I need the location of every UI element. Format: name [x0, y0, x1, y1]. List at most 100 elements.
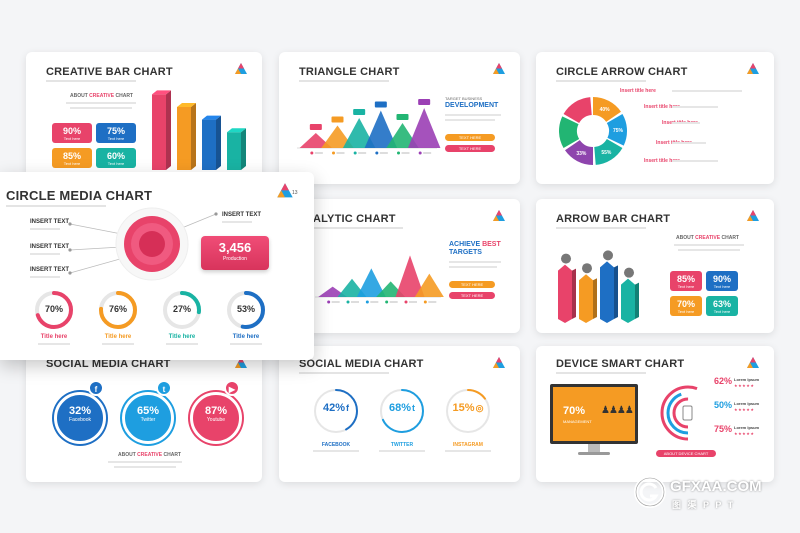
insert-text-label: INSERT TEXT: [30, 219, 70, 225]
item-title: Insert title here: [620, 88, 656, 94]
tile-value: 85%: [62, 151, 81, 161]
peak: [356, 268, 386, 297]
about-device-button[interactable]: ABOUT DEVICE CHART: [656, 450, 716, 457]
text-line: [66, 102, 136, 104]
segment-value: 75%: [613, 128, 624, 134]
section-heading: DEVELOPMENT: [445, 102, 499, 109]
ring-label: INSTAGRAM: [453, 442, 483, 448]
card-subtitle-line: [556, 227, 646, 229]
brand-logo-icon: [746, 209, 762, 225]
card-subtitle-line: [556, 372, 646, 374]
card-circle-arrow-chart[interactable]: CIRCLE ARROW CHART 40% 75% 55% 33% Insert t…: [536, 52, 774, 184]
peak-label-box: [396, 114, 409, 120]
progress-ring: [163, 291, 201, 329]
segment-value: 33%: [576, 151, 587, 157]
legend-line: [336, 152, 345, 154]
tile-label: Text here: [677, 309, 695, 314]
text-line: [445, 119, 495, 121]
tile-value: 70%: [676, 299, 695, 309]
stat-tile: 85% Text here: [670, 271, 702, 291]
card-triangle-chart[interactable]: TRIANGLE CHART TARGET BUSINESS DEVELOPME…: [279, 52, 520, 184]
card-title: CIRCLE MEDIA CHART: [6, 188, 153, 203]
legend-line: [428, 301, 437, 303]
social-ring: [380, 389, 424, 433]
ring-label: Title here: [104, 334, 132, 340]
social-stat-circle: 65% Twitter: [122, 392, 174, 444]
card-arrow-bar-chart[interactable]: ARROW BAR CHART ABOUT CREATIVE CHART 85%…: [536, 199, 774, 333]
tile-value: 90%: [62, 126, 81, 136]
peak: [414, 273, 444, 297]
bar-top: [202, 115, 221, 120]
social-icon: f: [88, 380, 104, 396]
tile-label: Text here: [713, 284, 731, 289]
watermark-subtext: 图 渠 P P T: [672, 500, 736, 510]
card-social-media-chart-rings[interactable]: SOCIAL MEDIA CHART 42%f FACEBOOK 68%t TWITT…: [279, 346, 520, 482]
legend-line: [351, 301, 359, 303]
production-badge: 3,456 Production: [201, 236, 269, 270]
item-title: Insert title here: [644, 104, 680, 110]
small-label: TARGET BUSINESS: [445, 96, 483, 101]
bar-side: [241, 128, 246, 170]
ring-progress: [99, 291, 137, 329]
center-target-circle: [68, 207, 218, 281]
social-stat-circle: 87% Youtube: [190, 392, 242, 444]
card-title: TRIANGLE CHART: [299, 66, 400, 78]
watermark-logo-icon: [634, 476, 666, 508]
peak-label-box: [365, 259, 377, 265]
monitor-stand: [588, 444, 600, 452]
card-subtitle-line: [6, 205, 106, 207]
ring-value: 53%: [236, 304, 255, 314]
stat-label: Lorem Ipsum: [734, 401, 760, 406]
screen-value: 70%: [563, 405, 586, 417]
stat-tile: 60% Text here: [96, 148, 136, 168]
brand-logo-icon: [234, 62, 250, 78]
segment-value: 55%: [601, 150, 612, 156]
about-label: ABOUT CREATIVE CHART: [118, 452, 181, 458]
bar: [177, 107, 191, 170]
legend-line: [389, 301, 398, 303]
text-button-1[interactable]: TEXT HERE: [449, 281, 495, 288]
arrow-segment: [593, 97, 621, 122]
tile-value: 90%: [712, 274, 731, 284]
ring-label: TWITTER: [390, 442, 414, 448]
about-label: ABOUT CREATIVE CHART: [70, 93, 133, 99]
brand-logo-icon: [746, 356, 762, 372]
legend-dot: [353, 151, 357, 155]
stat-label: Lorem Ipsum: [734, 377, 760, 382]
ring-value: 68%t: [377, 402, 427, 414]
arrow-bar: [600, 261, 614, 323]
text-line: [30, 228, 60, 230]
text-button-1[interactable]: TEXT HERE: [445, 134, 495, 141]
card-analytic-chart[interactable]: ALYTIC CHART ACHIEVE BEST TARGETS TEXT H…: [279, 199, 520, 333]
monitor-screen: 70% MANAGEMENT ♟♟♟♟: [553, 387, 635, 441]
phone-icon: [682, 405, 693, 421]
legend-line: [423, 152, 432, 154]
rating-stars-icon: ★★★★★: [734, 383, 755, 388]
social-icon: t: [156, 380, 172, 396]
watermark-text: GFXAA.COM: [670, 478, 762, 495]
text-line: [114, 466, 176, 468]
peak-label-box: [331, 116, 344, 123]
people-icon: ♟♟♟♟: [601, 405, 634, 416]
title-list-item: Insert title here: [644, 104, 718, 110]
text-button-2[interactable]: TEXT HERE: [445, 145, 495, 152]
stat-label: Lorem Ipsum: [734, 425, 760, 430]
arrow-segment: [606, 114, 627, 146]
social-ring: [446, 389, 490, 433]
text-button-2[interactable]: TEXT HERE: [449, 292, 495, 299]
card-title: CREATIVE BAR CHART: [46, 66, 173, 78]
stat-value: 50%: [714, 400, 733, 410]
text-line: [38, 343, 70, 345]
tile-value: 60%: [106, 151, 125, 161]
legend-dot: [423, 300, 427, 304]
peak: [364, 110, 398, 148]
card-device-smart-chart[interactable]: DEVICE SMART CHART 70% MANAGEMENT ♟♟♟♟ 6…: [536, 346, 774, 482]
insert-text-label: INSERT TEXT: [30, 267, 70, 273]
legend-dot: [375, 151, 379, 155]
card-circle-media-chart[interactable]: CIRCLE MEDIA CHART 13 INSERT TEXT INSERT …: [0, 172, 314, 360]
progress-ring: [35, 291, 73, 329]
ring-progress: [227, 291, 265, 329]
card-creative-bar-chart[interactable]: CREATIVE BAR CHART ABOUT CREATIVE CHART …: [26, 52, 262, 184]
card-social-media-chart-circles[interactable]: SOCIAL MEDIA CHART 32% Facebook f 65% Twitte…: [26, 346, 262, 482]
